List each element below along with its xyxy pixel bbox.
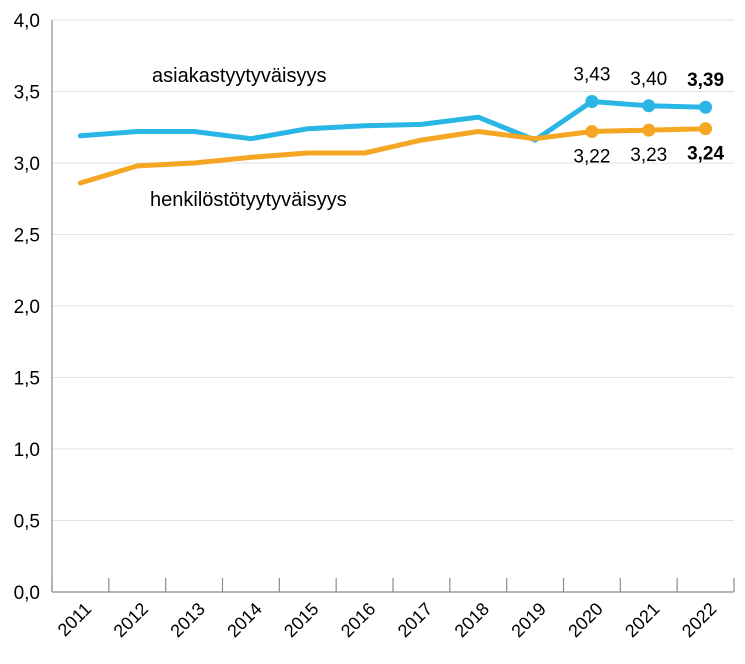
y-tick-label: 4,0	[14, 11, 40, 32]
y-tick-label: 2,5	[14, 226, 40, 247]
x-tick-label: 2017	[394, 599, 436, 641]
data-point	[699, 100, 713, 114]
x-tick-label: 2022	[678, 599, 720, 641]
y-tick-label: 3,0	[14, 154, 40, 175]
x-tick-label: 2020	[564, 599, 606, 641]
data-point	[642, 123, 656, 137]
x-tick-label: 2019	[507, 599, 549, 641]
x-tick-label: 2018	[451, 599, 493, 641]
y-tick-label: 0,5	[14, 512, 40, 533]
series-label-henkilostotyytyvaisyys: henkilöstötyytyväisyys	[150, 189, 347, 211]
x-tick-label: 2016	[337, 599, 379, 641]
y-tick-label: 3,5	[14, 83, 40, 104]
data-point	[699, 122, 713, 136]
y-tick-label: 2,0	[14, 297, 40, 318]
series-line-0	[77, 99, 709, 143]
x-axis-ticks: 2011 2012 2013 2014 2015 2016 2017 2018 2019 2020…	[54, 599, 721, 641]
data-label: 3,40	[630, 69, 667, 90]
x-tick-label: 2012	[110, 599, 152, 641]
x-tick-label: 2021	[621, 599, 663, 641]
x-tick-label: 2011	[54, 599, 96, 641]
x-tick-label: 2014	[223, 599, 265, 641]
data-label: 3,39	[687, 70, 724, 91]
series-line-1	[77, 126, 709, 186]
axes	[51, 20, 735, 593]
y-axis-ticks: 0,0 0,5 1,0 1,5 2,0 2,5 3,0 3,5 4,0	[14, 11, 40, 604]
series-markers	[585, 95, 713, 139]
series-label-asiakastyytyvaisyys: asiakastyytyväisyys	[152, 65, 327, 87]
y-tick-label: 1,5	[14, 369, 40, 390]
data-labels: 3,43 3,40 3,39 3,22 3,23 3,24	[573, 65, 724, 168]
x-tick-label: 2013	[166, 599, 208, 641]
data-label: 3,43	[573, 65, 610, 86]
data-point	[585, 125, 599, 139]
data-label: 3,24	[687, 144, 724, 165]
data-label: 3,22	[573, 147, 610, 168]
data-point	[585, 95, 599, 109]
data-label: 3,23	[630, 145, 667, 166]
y-tick-label: 1,0	[14, 440, 40, 461]
data-point	[642, 99, 656, 113]
series-lines	[77, 99, 709, 186]
gridlines	[52, 19, 734, 521]
y-tick-label: 0,0	[14, 583, 40, 604]
x-tick-label: 2015	[280, 599, 322, 641]
